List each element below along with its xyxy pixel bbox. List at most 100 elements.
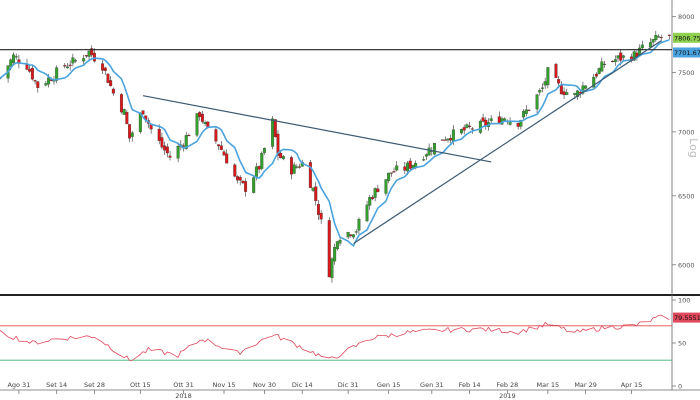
x-year-label: 2019 [499,392,516,400]
candle-down [562,91,566,96]
candle-down [443,139,447,141]
candle-down [308,162,312,188]
candle-up [603,63,607,65]
candle-up [576,90,580,97]
candle-down [370,197,374,200]
candle-down [163,145,167,151]
candle-up [260,152,264,169]
candle-down [225,153,229,164]
candle-down [128,124,132,139]
candle-up [346,232,350,238]
x-tick-label: Ago 31 [7,381,30,389]
x-tick-label: Nov 15 [212,381,235,389]
candle-down [244,181,248,192]
moving-average-tag: 7701.6729 [674,49,700,57]
candle-down [182,145,185,147]
trendline [353,40,662,244]
rsi-line [0,314,670,361]
candle-down [408,160,412,169]
candle-up [122,109,126,115]
last-price-tag: 7806.7500 [674,34,700,42]
candle-up [384,179,388,194]
candle-up [519,120,523,127]
candle-down [441,139,445,141]
x-tick-label: Set 14 [46,381,67,389]
candle-up [74,60,78,62]
candle-up [522,111,526,118]
rsi-last-tag: 79.5551 [674,314,700,322]
candle-up [130,132,134,137]
candle-down [217,144,221,147]
candle-down [33,80,37,82]
candle-down [392,171,396,173]
candle-up [55,67,59,81]
candle-down [90,48,94,56]
candle-up [9,59,13,67]
rsi-panel [0,296,672,390]
candle-up [44,83,48,86]
candle-down [125,112,129,124]
candle-up [71,57,75,64]
candle-up [12,54,15,63]
price-y-tick-label: 6000 [678,261,695,269]
candle-up [613,59,617,62]
candle-up [427,147,431,156]
candle-up [292,164,296,174]
price-y-tick-label: 8000 [678,13,695,21]
candle-down [659,36,663,39]
x-tick-label: Gen 15 [377,381,401,389]
x-tick-label: Ott 15 [130,381,151,389]
candle-down [403,166,407,171]
candle-up [357,219,361,231]
candle-up [14,56,18,58]
candle-up [503,118,507,121]
rsi-last-tag-bg [673,312,700,323]
candle-up [584,85,588,89]
candle-down [36,81,40,88]
x-tick-label: Set 28 [84,381,105,389]
candle-down [611,61,615,63]
candle-up [87,50,91,57]
candle-down [119,94,123,113]
candle-down [257,166,261,170]
candle-down [109,80,113,87]
candle-up [295,166,299,168]
candle-down [157,128,161,141]
candle-down [63,65,67,67]
candle-up [354,231,358,233]
candle-down [667,34,671,36]
candle-down [527,109,531,111]
candle-down [103,67,107,71]
candle-up [540,87,544,89]
candle-up [581,85,585,94]
candle-up [330,258,334,279]
rsi-y-tick-label: 50 [678,340,686,348]
candle-up [65,66,69,69]
candle-down [187,135,191,137]
trendline [142,95,492,163]
candle-down [516,122,520,127]
candle-up [524,109,528,114]
candle-down [219,145,223,150]
candle-up [460,129,463,134]
candle-up [654,35,658,41]
candle-up [387,172,391,181]
candle-up [424,154,428,157]
candle-down [84,55,88,57]
candle-up [368,197,372,206]
candle-up [433,143,436,155]
candle-down [236,176,239,181]
candle-down [389,172,393,174]
x-tick-label: Ott 31 [173,381,194,389]
log-scale-label: Log [687,138,700,158]
candle-up [311,187,315,191]
x-tick-label: Mar 15 [537,381,560,389]
candle-down [111,88,115,94]
candle-up [422,159,426,161]
candle-up [465,124,469,128]
candle-down [557,79,561,84]
candle-up [281,156,285,160]
candle-up [252,177,256,193]
rsi-y-tick-label: 0 [678,383,682,391]
